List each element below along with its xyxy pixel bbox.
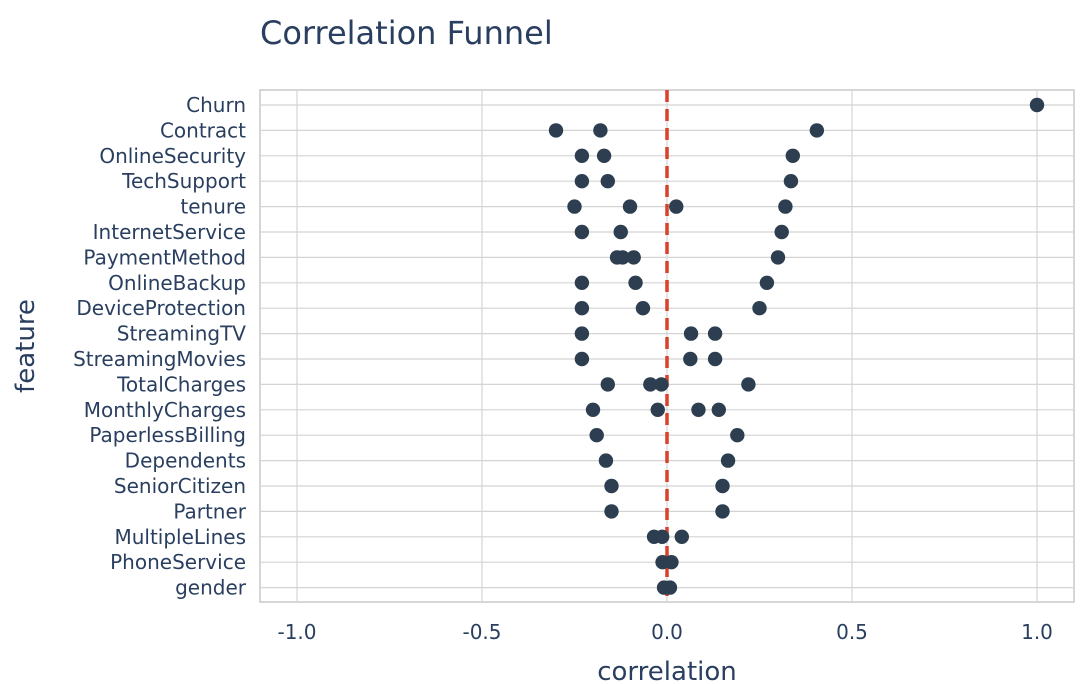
data-point [778,199,793,214]
y-axis-title: feature [11,299,41,393]
y-tick-label: InternetService [93,220,246,244]
y-tick-label: StreamingTV [117,322,247,346]
y-tick-label: PaymentMethod [83,245,246,269]
x-tick-label: 0.5 [836,620,868,644]
data-point [574,275,590,290]
data-point [683,351,698,367]
data-point [783,174,799,189]
x-tick-label: 0.0 [651,620,683,644]
x-tick-label: -1.0 [277,620,316,644]
data-point [643,377,658,392]
data-point [752,301,767,316]
data-point [650,402,665,417]
data-point [720,453,736,468]
data-point [567,199,582,214]
data-point [715,478,730,494]
data-point [669,199,684,214]
data-point [662,580,678,595]
data-point [604,504,619,519]
y-tick-label: Contract [160,118,246,142]
data-point [626,250,641,265]
data-point [585,402,601,417]
y-tick-label: Dependents [125,449,246,473]
data-point [615,250,630,265]
data-point [654,529,670,544]
data-point [548,123,564,138]
data-point [613,224,628,240]
data-point [596,148,612,163]
y-tick-label: OnlineSecurity [99,144,246,168]
data-point [715,504,730,519]
x-tick-label: -0.5 [462,620,501,644]
y-tick-label: DeviceProtection [76,296,246,320]
y-tick-label: PaperlessBilling [89,423,246,447]
data-point [622,199,638,214]
data-point [635,301,651,316]
y-tick-label: OnlineBackup [108,271,246,295]
data-point [707,351,723,367]
data-point [759,275,775,290]
data-point [809,123,825,138]
y-tick-label: SeniorCitizen [114,474,246,498]
data-point [574,224,590,240]
y-tick-label: Churn [186,93,246,117]
y-tick-label: gender [175,576,247,600]
x-axis-title: correlation [597,657,737,684]
y-tick-label: MonthlyCharges [84,398,246,422]
data-point [707,326,723,341]
data-point [600,174,615,189]
data-point [654,377,669,392]
data-point [774,224,789,240]
data-point [770,250,786,265]
y-tick-label: StreamingMovies [73,347,246,371]
data-point [664,555,679,570]
y-tick-label: TechSupport [121,169,246,193]
data-point [674,529,689,544]
x-tick-label: 1.0 [1021,620,1053,644]
data-point [785,148,800,163]
data-point [683,326,699,341]
chart-title: Correlation Funnel [260,14,553,52]
data-point [741,377,756,392]
y-tick-label: TotalCharges [116,372,246,396]
data-point [604,478,619,494]
data-point [600,377,615,392]
data-point [628,275,643,290]
y-tick-label: tenure [180,195,246,219]
data-point [1029,97,1045,113]
x-axis-tick-labels: -1.0 -0.5 0.0 0.5 1.0 [277,620,1052,644]
data-point [691,402,706,417]
data-point [730,428,745,443]
data-point [593,123,608,138]
data-points [548,97,1045,595]
data-point [598,453,614,468]
data-point [574,301,590,316]
y-tick-label: Partner [173,499,246,523]
data-point [589,428,604,443]
data-point [574,174,590,189]
data-point [574,148,590,163]
data-point [574,326,590,341]
y-axis-tick-labels: ChurnContractOnlineSecurityTechSupportte… [73,93,247,600]
y-tick-label: MultipleLines [114,525,246,549]
y-tick-label: PhoneService [110,550,246,574]
data-point [711,402,726,417]
data-point [574,351,590,367]
